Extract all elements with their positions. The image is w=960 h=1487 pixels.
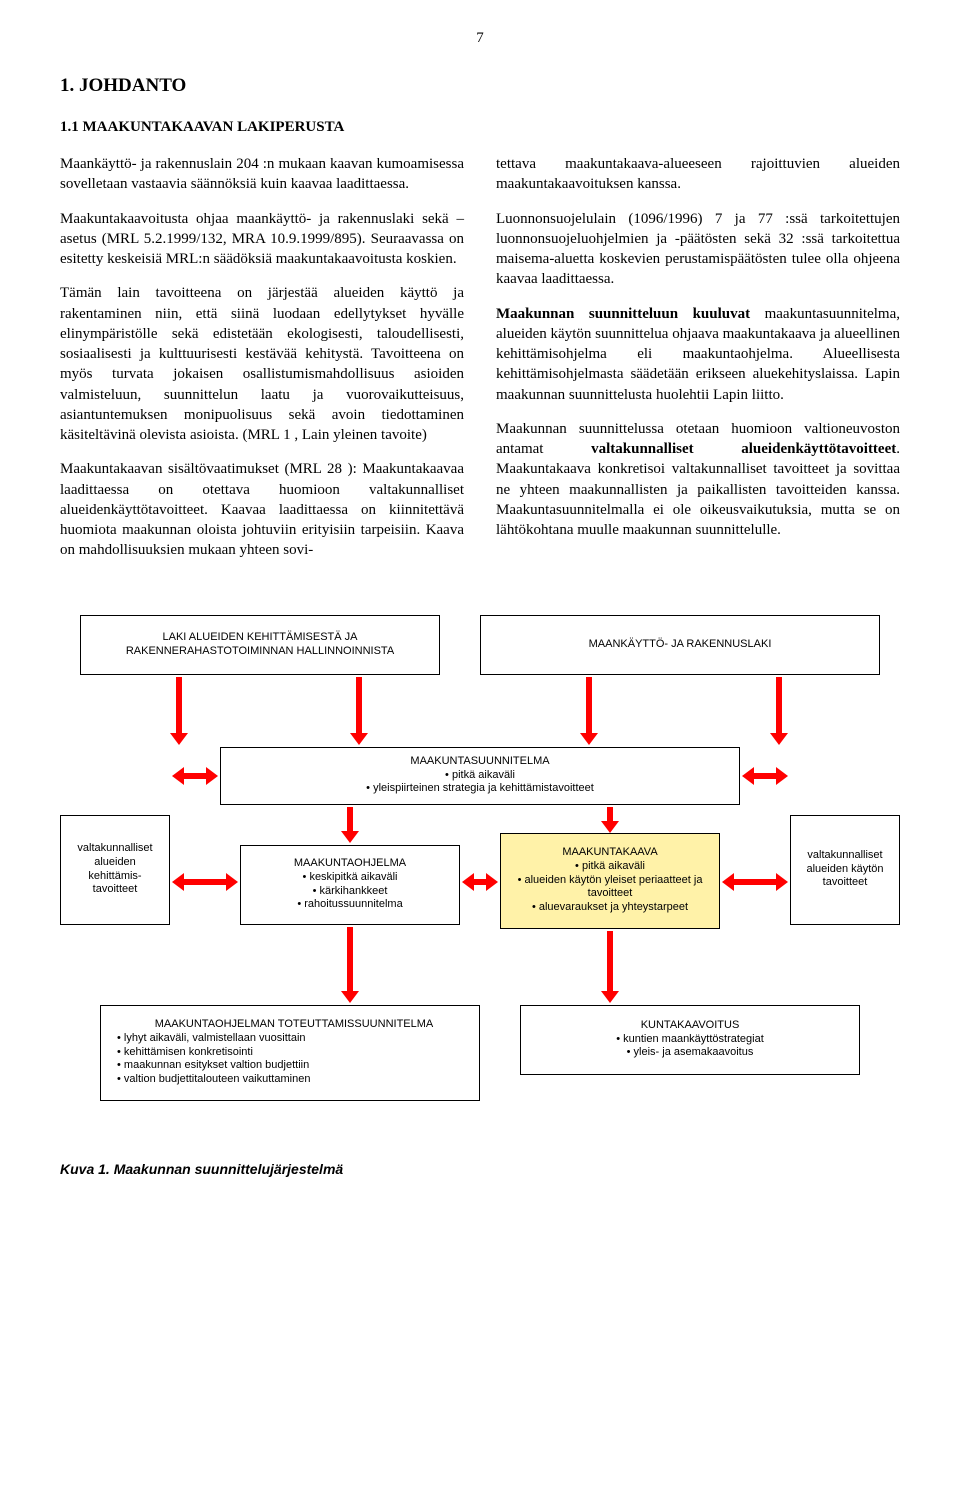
box-maakuntaohjelma: MAAKUNTAOHJELMA keskipitkä aikaväli kärk… — [240, 845, 460, 925]
box-kuntakaavoitus: KUNTAKAAVOITUS kuntien maankäyttöstrateg… — [520, 1005, 860, 1075]
arrow-down-icon — [770, 677, 788, 745]
column-right: tettava maakuntakaava-alueeseen rajoittu… — [496, 154, 900, 575]
bullet: kärkihankkeet — [297, 885, 402, 899]
box-text: LAKI ALUEIDEN KEHITTÄMISESTÄ JA RAKENNER… — [89, 631, 431, 659]
arrow-down-icon — [601, 807, 619, 833]
bold-span: valtakunnalliset alueidenkäyttötavoittee… — [591, 441, 896, 457]
box-law-right: MAANKÄYTTÖ- JA RAKENNUSLAKI — [480, 615, 880, 675]
bullet: yleispiirteinen strategia ja kehittämist… — [366, 782, 594, 796]
para: Maankäyttö- ja rakennuslain 204 :n mukaa… — [60, 154, 464, 195]
box-text: MAANKÄYTTÖ- JA RAKENNUSLAKI — [589, 638, 772, 652]
arrow-down-icon — [601, 931, 619, 1003]
box-title: MAAKUNTASUUNNITELMA — [410, 755, 549, 769]
bullet: lyhyt aikaväli, valmistellaan vuosittain — [117, 1032, 310, 1046]
arrow-lr-icon — [742, 767, 788, 785]
box-maakuntasuunnitelma: MAAKUNTASUUNNITELMA pitkä aikaväli yleis… — [220, 747, 740, 805]
bold-span: Maakunnan suunnitteluun kuuluvat — [496, 306, 750, 322]
para: Luonnonsuojelulain (1096/1996) 7 ja 77 :… — [496, 209, 900, 290]
bullet: yleis- ja asemakaavoitus — [616, 1046, 764, 1060]
heading-1: 1. JOHDANTO — [60, 75, 900, 97]
box-text: valtakunnalliset alueiden käytön tavoitt… — [797, 849, 893, 890]
bullet: keskipitkä aikaväli — [297, 871, 402, 885]
arrow-down-icon — [170, 677, 188, 745]
column-left: Maankäyttö- ja rakennuslain 204 :n mukaa… — [60, 154, 464, 575]
arrow-down-icon — [341, 807, 359, 843]
para: Maakunnan suunnittelussa otetaan huomioo… — [496, 419, 900, 541]
box-title: MAAKUNTAKAAVA — [562, 846, 657, 860]
box-maakuntakaava: MAAKUNTAKAAVA pitkä aikaväli alueiden kä… — [500, 833, 720, 929]
para: Maakunnan suunnitteluun kuuluvat maakunt… — [496, 304, 900, 405]
bullet: aluevaraukset ja yhteystarpeet — [509, 901, 711, 915]
box-law-left: LAKI ALUEIDEN KEHITTÄMISESTÄ JA RAKENNER… — [80, 615, 440, 675]
page-number: 7 — [60, 30, 900, 47]
bullet: pitkä aikaväli — [366, 769, 594, 783]
arrow-down-icon — [580, 677, 598, 745]
box-title: MAAKUNTAOHJELMAN TOTEUTTAMISSUUNNITELMA — [155, 1018, 434, 1032]
bullet: rahoitussuunnitelma — [297, 898, 402, 912]
arrow-lr-icon — [172, 767, 218, 785]
para: Tämän lain tavoitteena on järjestää alue… — [60, 283, 464, 445]
box-valtakunnalliset-left: valtakunnalliset alueiden kehittämis-tav… — [60, 815, 170, 925]
bullet: kehittämisen konkretisointi — [117, 1046, 310, 1060]
bullet: alueiden käytön yleiset periaatteet ja t… — [509, 874, 711, 902]
box-title: MAAKUNTAOHJELMA — [294, 857, 406, 871]
bullet: maakunnan esitykset valtion budjettiin — [117, 1059, 310, 1073]
bullet: kuntien maankäyttöstrategiat — [616, 1033, 764, 1047]
para: Maakuntakaavan sisältövaatimukset (MRL 2… — [60, 459, 464, 560]
heading-2: 1.1 MAAKUNTAKAAVAN LAKIPERUSTA — [60, 119, 900, 136]
bullet: valtion budjettitalouteen vaikuttaminen — [117, 1073, 310, 1087]
arrow-lr-icon — [722, 873, 788, 891]
arrow-down-icon — [350, 677, 368, 745]
para: Maakuntakaavoitusta ohjaa maankäyttö- ja… — [60, 209, 464, 270]
figure-caption: Kuva 1. Maakunnan suunnittelujärjestelmä — [60, 1161, 900, 1177]
two-column-text: Maankäyttö- ja rakennuslain 204 :n mukaa… — [60, 154, 900, 575]
arrow-lr-icon — [462, 873, 498, 891]
arrow-down-icon — [341, 927, 359, 1003]
para: tettava maakuntakaava-alueeseen rajoittu… — [496, 154, 900, 195]
box-valtakunnalliset-right: valtakunnalliset alueiden käytön tavoitt… — [790, 815, 900, 925]
box-title: KUNTAKAAVOITUS — [641, 1019, 740, 1033]
bullet: pitkä aikaväli — [509, 860, 711, 874]
arrow-lr-icon — [172, 873, 238, 891]
box-text: valtakunnalliset alueiden kehittämis-tav… — [67, 842, 163, 897]
diagram: LAKI ALUEIDEN KEHITTÄMISESTÄ JA RAKENNER… — [60, 615, 900, 1145]
box-toteuttamissuunnitelma: MAAKUNTAOHJELMAN TOTEUTTAMISSUUNNITELMA … — [100, 1005, 480, 1101]
